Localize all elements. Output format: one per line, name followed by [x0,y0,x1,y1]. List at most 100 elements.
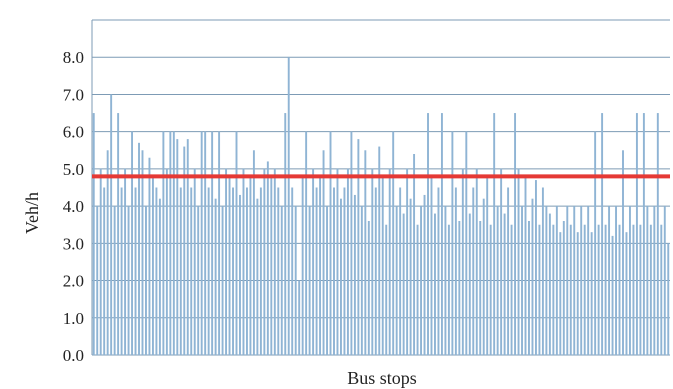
bar [629,206,631,355]
bar [148,157,151,355]
bar [430,176,433,355]
bar [120,187,123,355]
bar [569,224,572,355]
bar [190,187,193,355]
bar [660,224,663,355]
y-tick-label: 1.0 [63,309,84,328]
bar [562,221,565,355]
bar [416,224,419,355]
bars [92,57,670,355]
bar [298,280,301,355]
y-tick-label: 6.0 [63,123,84,142]
bar [541,187,544,355]
bar [287,57,290,355]
bar [151,176,154,355]
bar [486,176,489,355]
bar [576,232,579,355]
bar [395,206,398,355]
bar [409,198,412,355]
bar [145,206,147,355]
bar [611,235,614,355]
bar [531,198,534,355]
bar [214,198,217,355]
bar [284,113,287,355]
bar [99,168,102,355]
bar [364,150,367,355]
bar [176,139,179,355]
bar [465,131,468,355]
bar [280,206,283,355]
y-tick-label: 4.0 [63,197,84,216]
bar [472,187,475,355]
bar [218,131,221,355]
bar [649,224,652,355]
bar [632,224,635,355]
bar [615,206,617,355]
bar [604,224,607,355]
bar [622,150,624,355]
bar [225,168,228,355]
bar [319,176,322,355]
bar [454,187,457,355]
bar [489,224,492,355]
bar [326,206,328,355]
bar [245,187,248,355]
bar [583,224,586,355]
bar [552,224,555,355]
bar [656,113,659,355]
bar [642,113,645,355]
bar [211,131,214,355]
bar [514,113,517,355]
bar [406,168,409,355]
bar [165,168,168,355]
bar [346,168,349,355]
y-tick-label: 0.0 [63,346,84,365]
bar [305,131,308,355]
bar [601,113,604,355]
y-axis-title: Veh/h [22,192,42,234]
bar [597,224,600,355]
bar [493,113,496,355]
bar [155,187,158,355]
bar [427,113,429,355]
bar [566,206,569,355]
bar [590,232,593,355]
bar [340,198,342,355]
bar [343,187,346,355]
bar [635,113,638,355]
bar [357,139,360,355]
bar [221,206,224,355]
bar [646,206,649,355]
bar [639,224,642,355]
bar [625,232,628,355]
bar [117,113,120,355]
bar [479,221,482,355]
bar [259,187,262,355]
y-tick-label: 3.0 [63,234,84,253]
bar [96,206,99,355]
bar [618,224,621,355]
bar [263,168,266,355]
bar [447,224,450,355]
bar [186,139,189,355]
bar [204,131,207,355]
bar [266,161,269,355]
bar [475,168,478,355]
bar [437,187,440,355]
bar [162,131,165,355]
bar [385,224,388,355]
bar [420,206,422,355]
bar [308,206,311,355]
bar [252,150,255,355]
bar [291,187,294,355]
bar [392,131,395,355]
bar [402,213,405,355]
bar [580,206,583,355]
y-tick-label: 7.0 [63,85,84,104]
bar [273,168,276,355]
bar [545,206,548,355]
bar [423,194,426,355]
bar [517,168,520,355]
bar [113,206,116,355]
